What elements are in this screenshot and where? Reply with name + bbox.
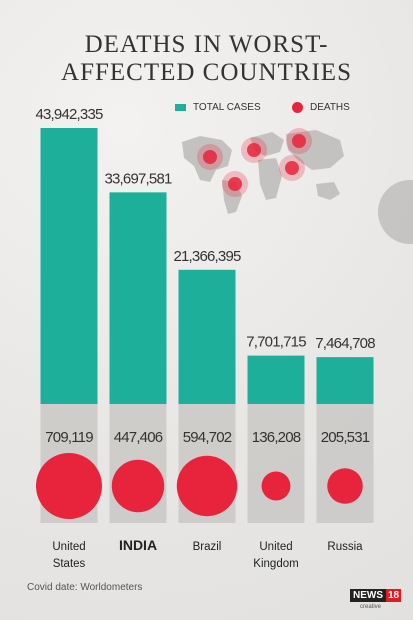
category-label: United <box>259 541 292 553</box>
label-total-cases: 7,464,708 <box>315 335 375 352</box>
bubble-deaths <box>111 459 165 513</box>
category-label: Brazil <box>193 541 222 553</box>
bar-total-cases <box>316 357 374 404</box>
legend-total-label: TOTAL CASES <box>193 102 261 113</box>
bar-total-cases <box>247 355 305 404</box>
virus-illustration <box>378 180 413 244</box>
hotspot-dot-2 <box>292 134 306 148</box>
legend-deaths-label: DEATHS <box>310 102 350 113</box>
chart-title-line-2: AFFECTED COUNTRIES <box>61 59 352 86</box>
hotspot-dot-4 <box>228 177 242 191</box>
bubble-deaths <box>176 455 238 517</box>
legend-deaths: DEATHS <box>292 102 350 113</box>
label-total-cases: 21,366,395 <box>173 248 241 265</box>
bubble-deaths <box>261 471 291 501</box>
bubble-deaths <box>327 468 363 504</box>
bar-total-cases <box>178 269 236 404</box>
label-deaths: 709,119 <box>45 429 93 446</box>
deaths-band <box>316 404 374 523</box>
source-note: Covid date: Worldometers <box>27 582 143 593</box>
legend-total-swatch <box>175 104 186 111</box>
category-label: Russia <box>327 541 363 553</box>
label-deaths: 447,406 <box>114 429 163 446</box>
category-label: United <box>52 541 85 553</box>
logo-18-text: 18 <box>386 589 402 602</box>
bar-total-cases <box>40 128 98 404</box>
label-total-cases: 43,942,335 <box>35 106 103 123</box>
hotspot-dot-1 <box>247 143 261 157</box>
legend-total-cases: TOTAL CASES <box>175 102 261 113</box>
category-label: Kingdom <box>253 558 298 570</box>
category-label: INDIA <box>119 537 157 553</box>
news18-logo: NEWS 18 creative <box>350 589 402 610</box>
chart-title-line-1: DEATHS IN WORST- <box>84 31 329 58</box>
bar-total-cases <box>109 192 167 404</box>
hotspot-dot-0 <box>203 150 217 164</box>
logo-creative-text: creative <box>360 604 382 610</box>
category-label: States <box>53 558 86 570</box>
deaths-band <box>247 404 305 523</box>
label-deaths: 136,208 <box>252 429 301 446</box>
logo-news-text: NEWS <box>350 589 386 602</box>
label-deaths: 594,702 <box>183 429 232 446</box>
bubble-deaths <box>36 453 102 519</box>
map-hotspots <box>197 128 312 197</box>
label-total-cases: 33,697,581 <box>104 170 172 187</box>
legend-deaths-swatch <box>292 102 303 113</box>
label-total-cases: 7,701,715 <box>246 334 306 351</box>
hotspot-dot-3 <box>285 161 299 175</box>
label-deaths: 205,531 <box>321 429 370 446</box>
